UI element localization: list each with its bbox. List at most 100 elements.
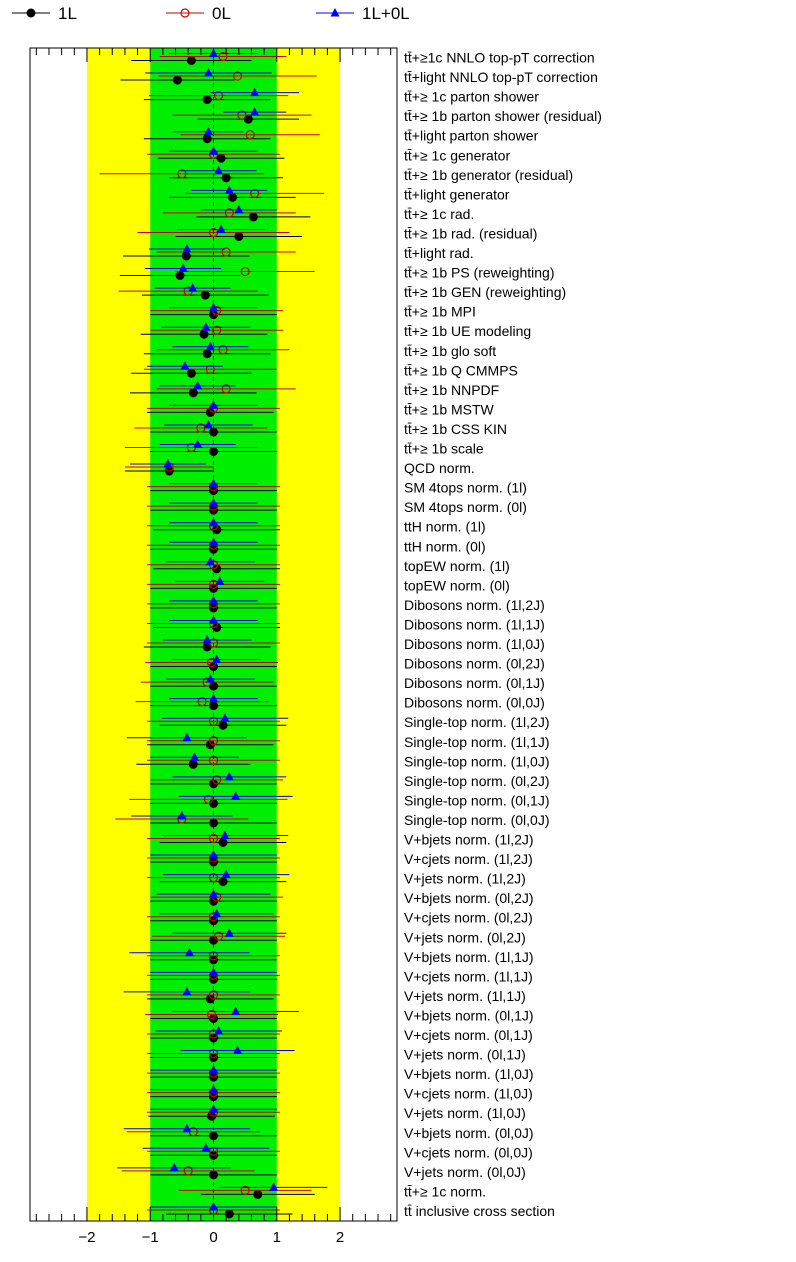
- point-1l-0l: [216, 224, 226, 233]
- point-1l-0l: [224, 185, 234, 194]
- point-1l: [212, 525, 222, 535]
- nuisance-label: tt̄+≥1c NNLO top-pT correction: [404, 50, 595, 66]
- nuisance-label: tt̄+≥ 1b PS (reweighting): [404, 265, 554, 281]
- nuisance-label: tt̄+≥ 1b UE modeling: [404, 323, 531, 339]
- nuisance-label: Single-top norm. (0l,2J): [404, 773, 550, 789]
- point-1l-0l: [220, 830, 230, 839]
- point-1l-0l: [233, 1045, 243, 1055]
- point-0l: [237, 110, 247, 120]
- nuisance-label: V+jets norm. (0l,1J): [404, 1047, 526, 1063]
- point-0l: [208, 990, 219, 1000]
- point-1l: [188, 388, 198, 398]
- nuisance-label: Single-top norm. (1l,1J): [404, 734, 550, 750]
- sigma-bands: [86, 48, 341, 1221]
- point-1l-0l: [209, 400, 218, 409]
- point-1l: [212, 622, 222, 632]
- point-1l: [234, 231, 244, 241]
- legend-marker: [180, 8, 190, 18]
- point-1l: [209, 1131, 218, 1141]
- point-1l: [253, 1189, 263, 1199]
- point-1l-0l: [177, 810, 187, 820]
- point-1l-0l: [203, 126, 213, 136]
- point-1l: [209, 818, 218, 828]
- point-0l: [250, 188, 260, 198]
- point-1l-0l: [182, 1123, 192, 1133]
- point-1l-0l: [209, 517, 218, 527]
- series-1l: [119, 56, 315, 1219]
- nuisance-label: V+cjets norm. (0l,2J): [404, 910, 533, 926]
- point-1l-0l: [193, 439, 203, 448]
- nuisance-label: topEW norm. (1l): [404, 558, 510, 574]
- nuisance-label: Dibosons norm. (0l,0J): [404, 695, 545, 711]
- point-0l: [208, 1048, 219, 1059]
- nuisance-label: Single-top norm. (0l,1J): [404, 792, 550, 808]
- point-1l: [200, 290, 210, 300]
- point-1l: [205, 994, 215, 1004]
- nuisance-label: Dibosons norm. (0l,2J): [404, 656, 545, 672]
- point-1l: [188, 759, 198, 769]
- point-0l: [208, 716, 219, 726]
- nuisance-label: Single-top norm. (1l,2J): [404, 714, 550, 730]
- point-1l: [199, 329, 209, 339]
- point-1l: [202, 95, 212, 105]
- point-1l: [209, 896, 218, 906]
- nuisance-label: V+jets norm. (1l,0J): [404, 1105, 526, 1121]
- point-1l-0l: [214, 1026, 224, 1035]
- point-1l-0l: [220, 713, 230, 722]
- nuisance-label: V+cjets norm. (0l,1J): [404, 1027, 533, 1043]
- point-1l-0l: [215, 576, 225, 585]
- point-1l-0l: [190, 752, 200, 761]
- point-1l-0l: [212, 654, 222, 664]
- band-2sigma: [150, 48, 277, 1221]
- point-0l: [205, 364, 215, 374]
- point-1l: [202, 642, 212, 652]
- point-1l-0l: [203, 68, 213, 77]
- point-1l: [209, 447, 218, 456]
- nuisance-label: tt̄+light parton shower: [404, 128, 539, 144]
- point-1l: [218, 720, 228, 730]
- nuisance-label: QCD norm.: [404, 460, 475, 476]
- point-1l: [216, 153, 226, 163]
- point-1l-0l: [203, 419, 213, 429]
- x-tick-label: 2: [336, 1229, 344, 1246]
- nuisance-label: Dibosons norm. (1l,0J): [404, 636, 545, 652]
- point-1l: [209, 779, 218, 789]
- point-1l-0l: [184, 947, 194, 957]
- nuisance-label: tt̄+≥ 1c rad.: [404, 206, 474, 222]
- point-1l-0l: [221, 869, 231, 879]
- point-1l-0l: [182, 732, 192, 742]
- point-1l-0l: [209, 967, 218, 976]
- point-1l-0l: [212, 908, 222, 918]
- nuisance-label: tt̄+≥ 1b rad. (residual): [404, 225, 537, 241]
- point-1l-0l: [205, 556, 215, 566]
- point-1l-0l: [193, 380, 203, 390]
- point-1l-0l: [231, 1006, 241, 1015]
- legend-marker: [330, 8, 340, 17]
- nuisance-label: tt̄+≥ 1b GEN (reweighting): [404, 284, 566, 300]
- point-1l: [209, 681, 218, 691]
- point-1l: [202, 349, 212, 359]
- point-1l-0l: [209, 302, 218, 312]
- nuisance-label: V+bjets norm. (0l,2J): [404, 890, 534, 906]
- nuisance-label: tt̄+≥ 1b NNPDF: [404, 382, 499, 398]
- point-1l-0l: [269, 1182, 279, 1191]
- point-1l: [205, 740, 215, 750]
- nuisance-label: Single-top norm. (1l,0J): [404, 753, 550, 769]
- point-1l: [209, 1170, 218, 1180]
- point-1l-0l: [224, 928, 234, 937]
- point-0l: [240, 1185, 250, 1196]
- nuisance-label: tt̄+≥ 1c parton shower: [404, 89, 539, 105]
- point-1l: [209, 701, 218, 711]
- point-1l: [227, 192, 237, 202]
- series-1l-0l: [117, 48, 328, 1211]
- point-1l: [209, 310, 218, 320]
- nuisance-label: tt̄+light generator: [404, 186, 510, 202]
- x-axis: −2 −1 0 1 2: [78, 1229, 344, 1246]
- nuisance-label: SM 4tops norm. (1l): [404, 480, 527, 496]
- nuisance-label: tt̄ inclusive cross section: [404, 1203, 555, 1219]
- point-1l: [218, 877, 228, 887]
- legend-entry-1l: 1L: [12, 4, 77, 23]
- x-tick-label: 1: [273, 1229, 281, 1246]
- legend-entry-0l: 0L: [166, 4, 231, 23]
